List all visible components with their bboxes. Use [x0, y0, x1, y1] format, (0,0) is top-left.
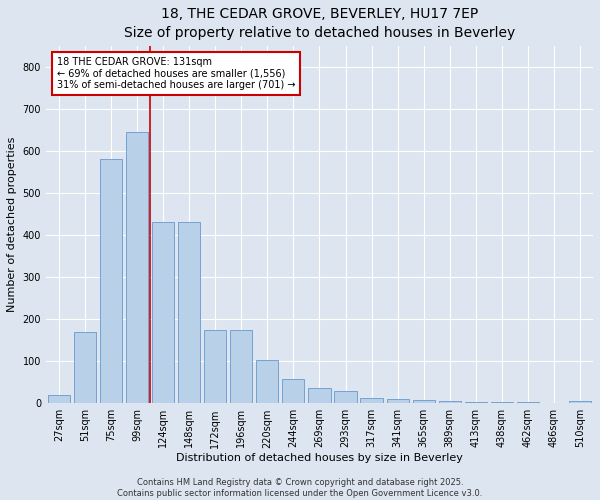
Bar [569, 401, 591, 404]
Bar [100, 160, 122, 404]
Bar [283, 379, 304, 404]
Bar [152, 222, 174, 404]
Bar [204, 330, 226, 404]
Bar [308, 388, 331, 404]
Y-axis label: Number of detached properties: Number of detached properties [7, 137, 17, 312]
Bar [74, 332, 96, 404]
Bar [126, 132, 148, 404]
Bar [178, 222, 200, 404]
Title: 18, THE CEDAR GROVE, BEVERLEY, HU17 7EP
Size of property relative to detached ho: 18, THE CEDAR GROVE, BEVERLEY, HU17 7EP … [124, 7, 515, 40]
Bar [413, 400, 435, 404]
Bar [361, 398, 383, 404]
Bar [334, 390, 356, 404]
Bar [517, 402, 539, 404]
Text: 18 THE CEDAR GROVE: 131sqm
← 69% of detached houses are smaller (1,556)
31% of s: 18 THE CEDAR GROVE: 131sqm ← 69% of deta… [57, 56, 295, 90]
Bar [439, 401, 461, 404]
Text: Contains HM Land Registry data © Crown copyright and database right 2025.
Contai: Contains HM Land Registry data © Crown c… [118, 478, 482, 498]
Bar [230, 330, 253, 404]
Bar [48, 395, 70, 404]
Bar [491, 402, 513, 404]
Bar [386, 399, 409, 404]
Bar [256, 360, 278, 404]
Bar [465, 402, 487, 404]
X-axis label: Distribution of detached houses by size in Beverley: Distribution of detached houses by size … [176, 453, 463, 463]
